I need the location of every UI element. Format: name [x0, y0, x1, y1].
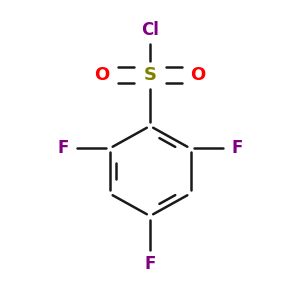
Circle shape: [139, 253, 161, 275]
Text: F: F: [231, 140, 243, 158]
Text: O: O: [94, 66, 110, 84]
Circle shape: [91, 64, 113, 86]
Text: S: S: [143, 66, 157, 84]
Text: O: O: [190, 66, 206, 84]
Circle shape: [226, 137, 248, 160]
Circle shape: [139, 19, 161, 41]
Text: F: F: [57, 140, 69, 158]
Text: Cl: Cl: [141, 21, 159, 39]
Circle shape: [187, 64, 209, 86]
Text: F: F: [144, 255, 156, 273]
Circle shape: [139, 64, 161, 86]
Circle shape: [52, 137, 74, 160]
